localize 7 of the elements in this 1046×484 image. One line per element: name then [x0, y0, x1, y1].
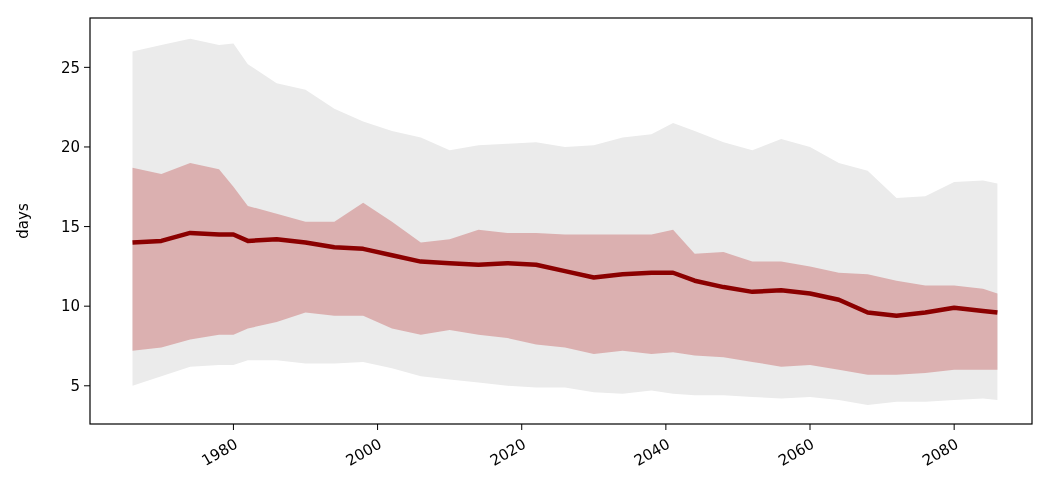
- y-tick-label: 5: [70, 377, 80, 396]
- line-series: [130, 230, 1000, 318]
- y-tick-label: 15: [60, 217, 80, 236]
- y-tick-label: 25: [60, 58, 80, 77]
- y-tick-label: 20: [60, 138, 80, 157]
- y-tick-label: 10: [60, 297, 80, 316]
- y-axis-title: days: [14, 203, 32, 239]
